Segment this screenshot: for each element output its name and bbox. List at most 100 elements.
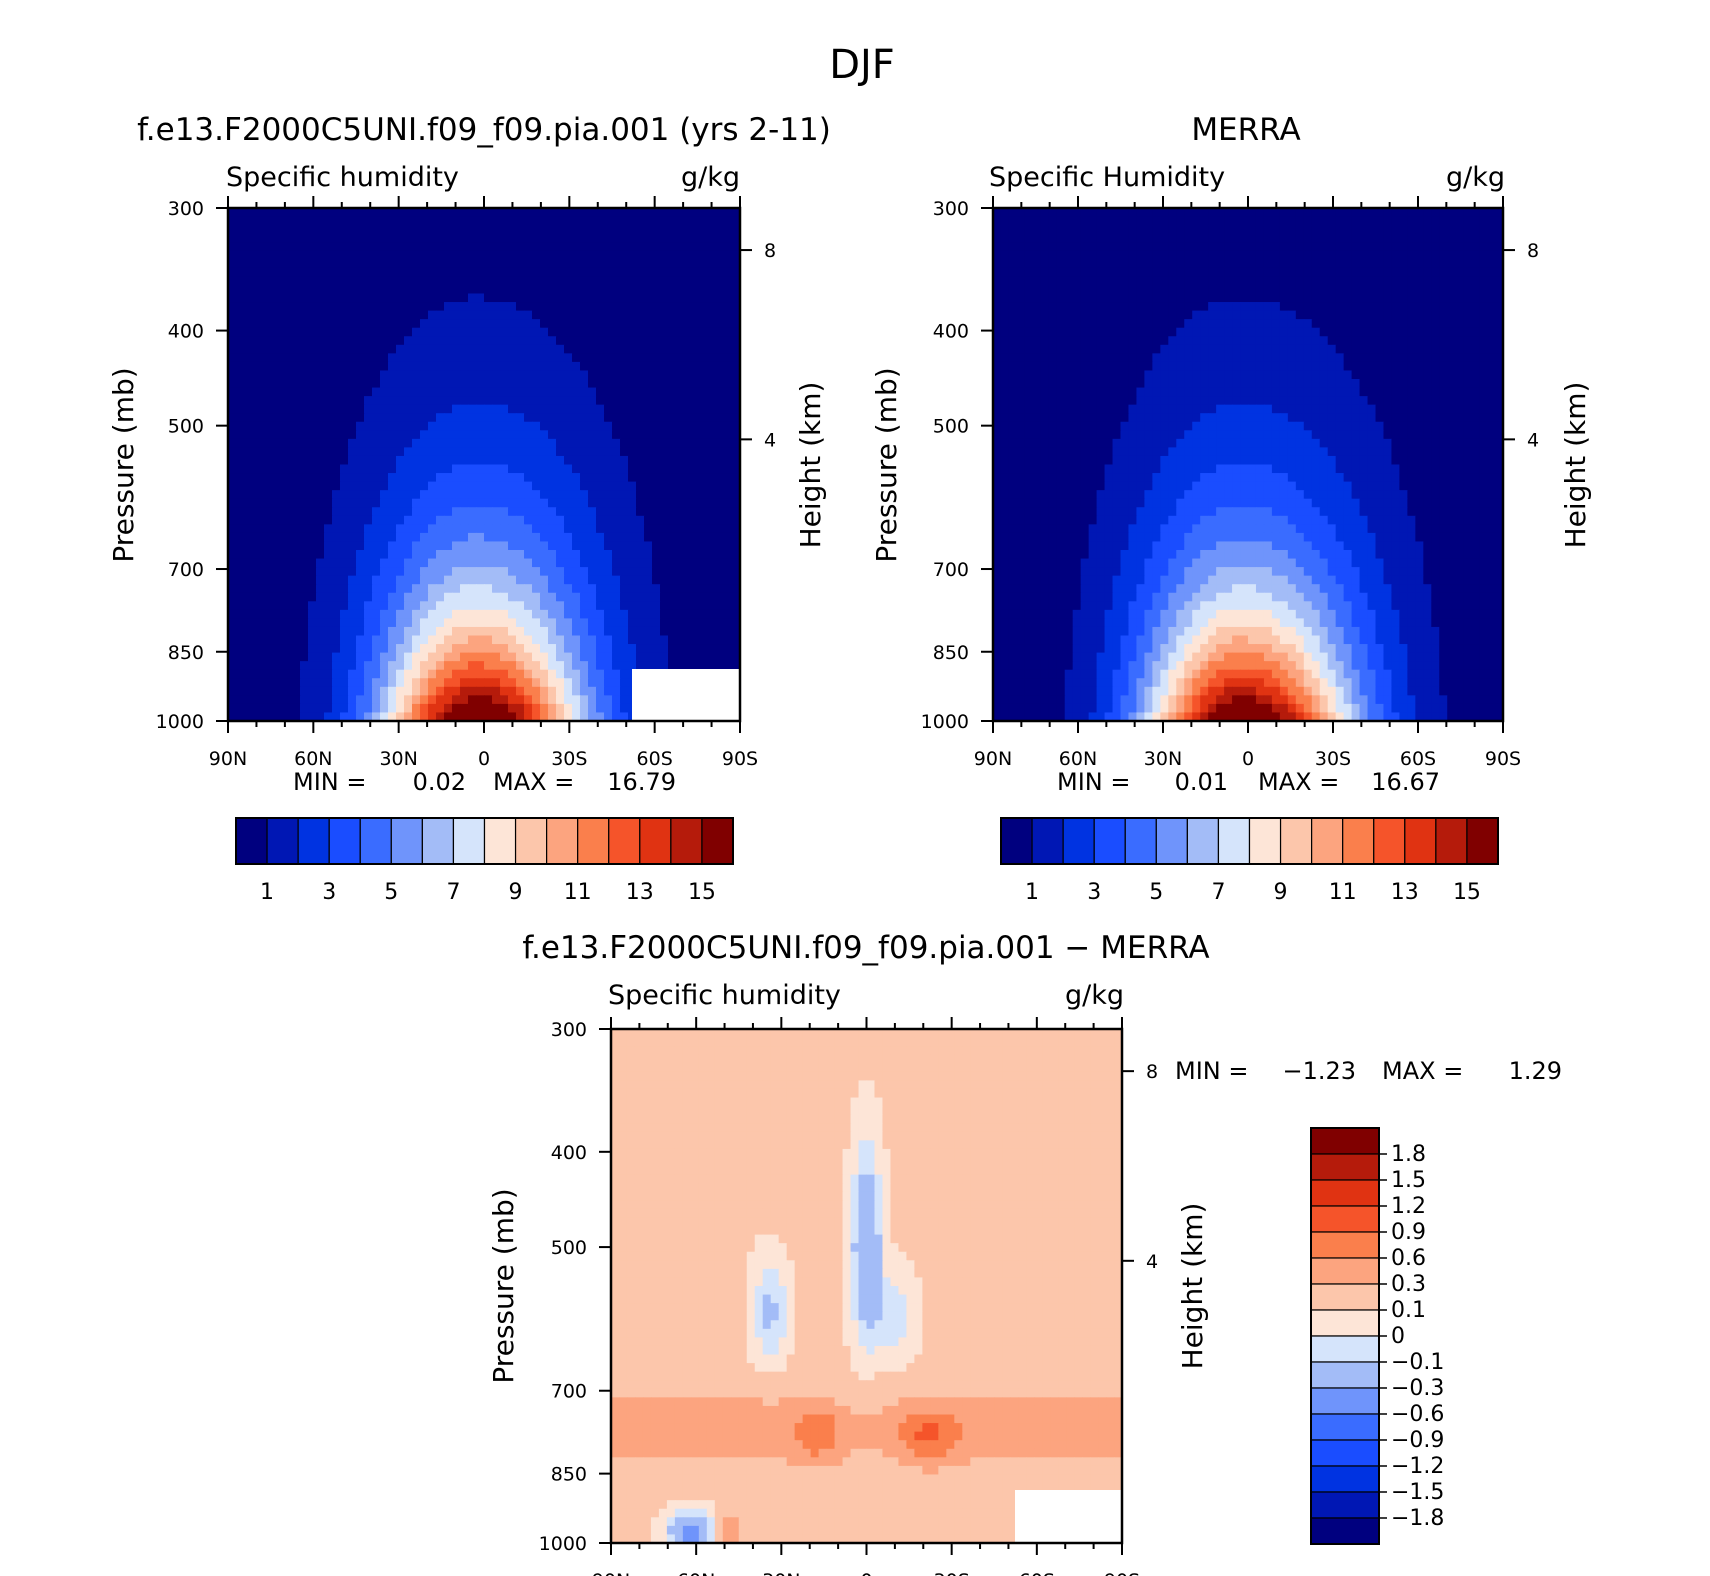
model-cell — [668, 567, 677, 577]
model-cell — [500, 481, 509, 491]
model-cell — [412, 455, 421, 466]
model-cell — [700, 609, 709, 619]
model-colorbar-label: 7 — [446, 880, 460, 905]
obs-cell — [993, 302, 1002, 312]
model-cell — [396, 567, 405, 577]
model-cell — [516, 626, 525, 637]
model-cell — [444, 678, 453, 688]
model-cell — [732, 242, 740, 252]
obs-cell — [1240, 250, 1249, 260]
model-cell — [372, 396, 381, 406]
model-cell — [364, 379, 373, 389]
model-cell — [668, 584, 677, 594]
model-cell — [644, 524, 653, 534]
model-cell — [436, 464, 445, 474]
obs-cell — [1303, 310, 1313, 320]
obs-cell — [1224, 319, 1233, 329]
obs-cell — [1176, 302, 1185, 312]
model-cell — [404, 609, 413, 619]
model-cell — [692, 233, 701, 243]
model-cell — [316, 601, 325, 611]
model-cell — [260, 438, 269, 448]
model-cell — [652, 216, 661, 226]
model-cell — [436, 327, 445, 337]
obs-cell — [1303, 284, 1313, 295]
model-cell — [372, 438, 381, 448]
model-cell — [340, 404, 349, 414]
model-cell — [628, 532, 637, 543]
model-cell — [596, 669, 605, 679]
obs-cell — [1088, 242, 1098, 252]
model-cell — [692, 216, 701, 226]
obs-cell — [1463, 216, 1472, 226]
model-cell — [644, 455, 653, 466]
obs-cell — [1423, 225, 1432, 235]
model-cell — [628, 370, 637, 380]
model-cell — [476, 686, 485, 696]
obs-cell — [1255, 336, 1265, 346]
obs-cell — [1120, 276, 1130, 286]
obs-cell — [1096, 250, 1106, 260]
model-cell — [316, 233, 325, 243]
model-cell — [348, 404, 357, 414]
model-cell — [644, 550, 653, 560]
model-cell — [508, 379, 517, 389]
model-cell — [564, 473, 573, 483]
model-cell — [364, 498, 373, 508]
obs-cell — [1072, 293, 1082, 303]
obs-cell — [1303, 336, 1313, 346]
obs-cell — [1232, 233, 1241, 243]
model-cell — [508, 498, 517, 508]
obs-cell — [1399, 267, 1408, 277]
model-cell — [340, 302, 349, 312]
obs-cell — [1120, 216, 1130, 226]
model-cell — [596, 327, 605, 337]
model-cell — [644, 361, 653, 372]
model-cell — [612, 242, 621, 252]
model-cell — [236, 584, 245, 594]
model-cell — [468, 550, 477, 560]
obs-cell — [1072, 242, 1082, 252]
obs-cell — [993, 208, 1002, 218]
model-cell — [468, 601, 477, 611]
model-cell — [348, 319, 357, 329]
model-cell — [404, 233, 413, 243]
model-cell — [444, 661, 453, 671]
model-cell — [596, 678, 605, 688]
model-cell — [284, 233, 293, 243]
model-cell — [620, 455, 629, 466]
model-cell — [324, 267, 333, 277]
obs-cell — [1495, 259, 1503, 269]
obs-cell — [1415, 216, 1424, 226]
model-cell — [436, 541, 445, 551]
obs-cell — [1463, 336, 1472, 346]
model-cell — [636, 473, 645, 483]
model-cell — [700, 267, 709, 277]
obs-cell — [1455, 302, 1464, 312]
model-cell — [332, 584, 341, 594]
obs-cell — [1152, 327, 1161, 337]
model-cell — [396, 430, 405, 440]
model-cell — [340, 413, 349, 423]
model-cell — [604, 507, 613, 517]
model-cell — [388, 635, 397, 645]
model-min-value: 0.02 — [413, 768, 466, 796]
model-cell — [300, 524, 309, 534]
model-cell — [692, 421, 701, 431]
model-cell — [388, 695, 397, 705]
obs-cell — [1351, 225, 1361, 235]
panel-obs: MERRA Specific Humidity g/kg 90N 60N 30N 0 3… — [870, 112, 1592, 905]
model-cell — [492, 259, 501, 269]
obs-cell — [1136, 327, 1146, 337]
obs-cell — [1016, 336, 1026, 346]
model-cell — [308, 541, 317, 551]
model-cell — [556, 490, 565, 500]
model-cell — [508, 250, 517, 260]
model-cell — [308, 481, 317, 491]
model-cell — [540, 327, 549, 337]
model-cell — [620, 498, 629, 508]
model-cell — [676, 208, 685, 218]
model-cell — [612, 259, 621, 269]
model-cell — [300, 669, 309, 679]
model-cell — [572, 515, 581, 525]
